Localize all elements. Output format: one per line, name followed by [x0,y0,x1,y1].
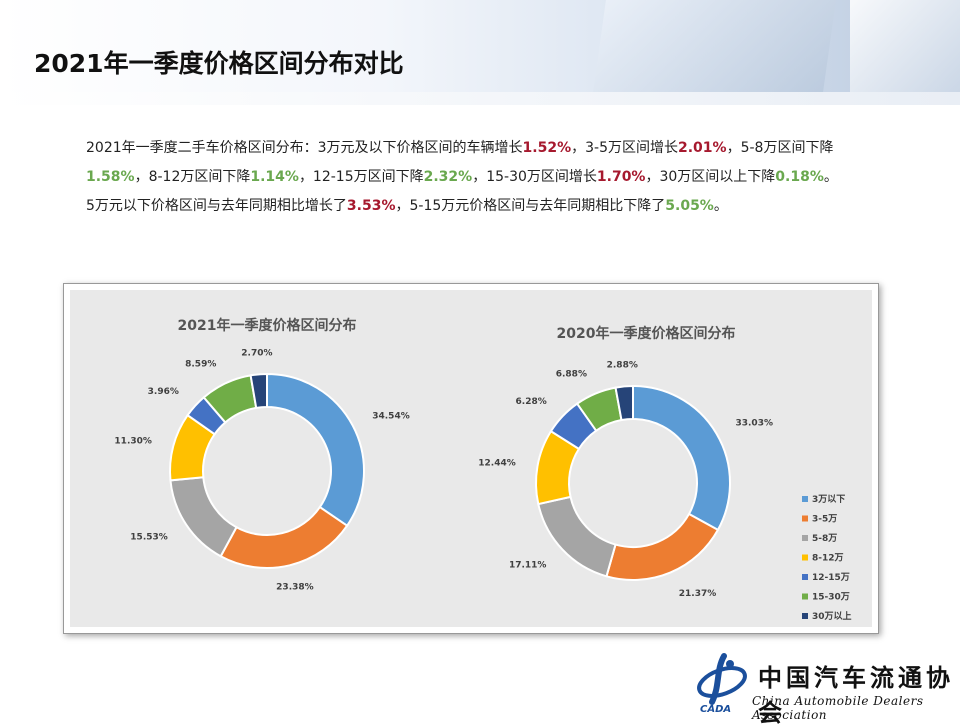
donut-chart-1: 2021年一季度价格区间分布 34.54% 23.38% 15.53% 11.30% 3.… [114,317,409,593]
data-label: 33.03% [735,419,773,429]
legend-label: 3万以下 [812,494,845,505]
donut-slice [632,384,731,532]
text-segment: ，5-8万区间下降 [726,140,834,156]
donut-slice [249,372,268,410]
donut-slice [169,476,238,558]
data-label: 2.70% [241,348,272,358]
data-label: 21.37% [679,589,717,599]
summary-text: 2021年一季度二手车价格区间分布：3万元及以下价格区间的车辆增长1.52%，3… [86,134,886,221]
summary-paragraph-1: 2021年一季度二手车价格区间分布：3万元及以下价格区间的车辆增长1.52%，3… [86,134,886,192]
chart-legend: 3万以下 3-5万 5-8万 8-12万 12-15万 15-30万 30万以上 [802,494,852,622]
legend-label: 5-8万 [812,533,837,544]
data-label: 34.54% [372,411,410,421]
data-label: 15.53% [130,533,168,543]
text-segment: ，5-15万元价格区间与去年同期相比下降了 [395,198,666,214]
cada-mark-text: CADA [700,704,731,714]
text-segment: ，8-12万区间下降 [134,169,251,185]
value-decrease: 1.58% [86,169,135,185]
chart-area: 2021年一季度价格区间分布 34.54% 23.38% 15.53% 11.30% 3.… [70,290,872,627]
value-increase: 2.01% [678,140,727,156]
data-label: 17.11% [509,561,547,571]
text-segment: ，30万区间以上下降 [645,169,776,185]
text-segment: ，3-5万区间增长 [571,140,678,156]
value-decrease: 2.32% [423,169,473,185]
legend-swatch [802,613,808,619]
header-decoration [591,0,839,105]
chart-title: 2020年一季度价格区间分布 [557,325,736,342]
legend-label: 3-5万 [812,514,837,525]
donut-slice [266,372,365,528]
header-band [0,92,960,105]
donut-slice [614,384,634,422]
legend-swatch [802,515,808,522]
text-segment: ，15-30万区间增长 [472,169,597,185]
legend-swatch [802,593,808,600]
legend-swatch [802,496,808,502]
text-segment: 5万元以下价格区间与去年同期相比增长了 [86,198,347,214]
summary-paragraph-2: 5万元以下价格区间与去年同期相比增长了3.53%，5-15万元价格区间与去年同期… [86,192,886,221]
data-label: 3.96% [148,387,179,397]
legend-swatch [802,535,808,541]
text-segment: 。 [713,198,728,214]
donut-chart-2: 2020年一季度价格区间分布 33.03% 21.37% 17.11% 12.44% 6.… [478,325,773,599]
data-label: 8.59% [185,359,216,369]
legend-label: 8-12万 [812,553,844,564]
data-label: 6.28% [516,397,547,407]
data-label: 6.88% [556,369,587,379]
value-increase: 1.70% [596,169,646,185]
value-decrease: 1.14% [250,169,299,185]
donut-slice [605,512,720,581]
text-segment: 。 [823,169,838,185]
legend-label: 30万以上 [812,610,852,622]
value-decrease: 0.18% [775,169,824,185]
legend-label: 12-15万 [812,572,850,583]
text-segment: ，12-15万区间下降 [298,169,424,185]
legend-swatch [802,574,808,580]
text-segment: 2021年一季度二手车价格区间分布：3万元及以下价格区间的车辆增长 [86,140,523,156]
header-decoration [850,0,960,105]
cada-logo: CADA 中国汽车流通协会 China Automobile Dealers A… [694,652,954,727]
data-label: 23.38% [276,583,314,593]
legend-label: 15-30万 [812,592,850,603]
donut-charts: 2021年一季度价格区间分布 34.54% 23.38% 15.53% 11.30% 3.… [114,317,852,622]
donut-slice [219,505,349,569]
data-label: 2.88% [607,360,638,370]
donut-slice [537,495,617,578]
page-title: 2021年一季度价格区间分布对比 [34,49,404,78]
cada-logo-icon: CADA [697,653,747,714]
value-increase: 3.53% [346,198,396,214]
chart-frame: 2021年一季度价格区间分布 34.54% 23.38% 15.53% 11.30% 3.… [63,283,879,634]
data-label: 11.30% [114,437,151,447]
chart-title: 2021年一季度价格区间分布 [178,317,357,334]
header-banner [0,0,960,105]
data-label: 12.44% [478,459,516,469]
logo-english-name: China Automobile Dealers Association [752,694,924,722]
value-decrease: 5.05% [665,198,714,214]
legend-swatch [802,554,808,561]
value-increase: 1.52% [522,140,572,156]
